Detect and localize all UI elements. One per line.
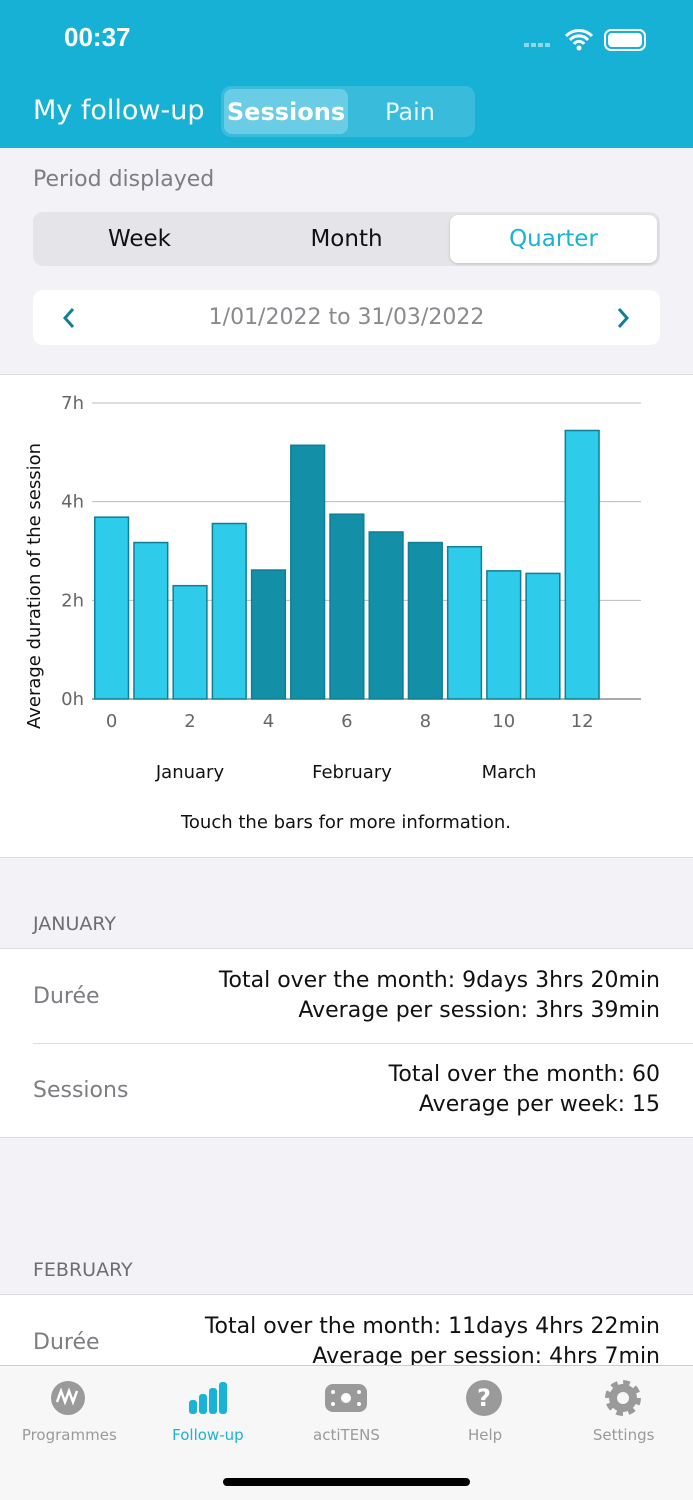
row-label: Sessions xyxy=(33,1077,129,1103)
tab-icon: ? xyxy=(466,1380,503,1416)
prev-arrow[interactable] xyxy=(59,306,79,330)
bar[interactable] xyxy=(133,541,169,700)
status-icons xyxy=(524,29,646,51)
spacer xyxy=(0,1138,693,1204)
tab-label: Settings xyxy=(592,1426,655,1444)
tab-bar: Programmes Follow-up actiTENS? Help Settings xyxy=(0,1365,693,1500)
tab-icon xyxy=(188,1382,227,1414)
period-label: Period displayed xyxy=(33,167,215,192)
y-tick-label: 2h xyxy=(61,590,84,611)
tab-item[interactable]: ? Help xyxy=(416,1366,555,1500)
y-tick-label: 0h xyxy=(61,689,84,710)
tab-item[interactable]: Settings xyxy=(554,1366,693,1500)
next-arrow[interactable] xyxy=(613,306,633,330)
bar[interactable] xyxy=(525,572,561,700)
section-rows: Durée Total over the month: 9days 3hrs 20… xyxy=(0,948,693,1138)
tab[interactable]: Sessions xyxy=(224,89,348,134)
tab-item[interactable]: Programmes xyxy=(0,1366,139,1500)
tab-label: actiTENS xyxy=(313,1426,380,1444)
row-value: Average per session: 4hrs 7min xyxy=(312,1344,660,1365)
bar[interactable] xyxy=(564,429,600,700)
bar[interactable] xyxy=(93,516,130,700)
x-tick-label: 4 xyxy=(263,711,274,732)
tab-icon xyxy=(325,1384,368,1412)
row-values: Total over the month: 9days 3hrs 20min Av… xyxy=(219,966,660,1026)
tab-item[interactable]: actiTENS xyxy=(277,1366,416,1500)
row-value: Total over the month: 11days 4hrs 22min xyxy=(204,1314,660,1339)
date-range: 1/01/2022 to 31/03/2022 xyxy=(33,290,660,345)
range-text: 1/01/2022 to 31/03/2022 xyxy=(208,305,485,330)
home-indicator xyxy=(223,1478,470,1486)
x-tick-label: 12 xyxy=(571,711,594,732)
y-tick-label: 7h xyxy=(61,393,84,414)
header xyxy=(0,0,693,148)
x-tick-label: 6 xyxy=(341,711,352,732)
section-rows: Durée Total over the month: 11days 4hrs 2… xyxy=(0,1294,693,1365)
tab[interactable]: Pain xyxy=(385,97,435,126)
section-header: FEBRUARY xyxy=(33,1259,133,1281)
month-label: March xyxy=(482,762,537,783)
period-option[interactable]: Month xyxy=(310,226,383,252)
status-time: 00:37 xyxy=(64,22,131,52)
svg-text:?: ? xyxy=(477,1384,491,1412)
bar[interactable] xyxy=(486,570,522,700)
y-tick-label: 4h xyxy=(61,492,84,513)
row-label: Durée xyxy=(33,1329,100,1355)
x-tick-label: 2 xyxy=(184,711,195,732)
bar[interactable] xyxy=(329,513,365,700)
tab-label: Programmes xyxy=(21,1426,117,1444)
row-value: Total over the month: 9days 3hrs 20min xyxy=(218,968,660,993)
bar[interactable] xyxy=(290,444,326,700)
tab-label: Follow-up xyxy=(172,1426,244,1444)
row-value: Total over the month: 60 xyxy=(388,1062,660,1087)
summary-row: Sessions Total over the month: 60 Average … xyxy=(0,1043,693,1137)
month-label: February xyxy=(312,762,392,783)
bar[interactable] xyxy=(250,569,287,700)
x-tick-label: 10 xyxy=(492,711,515,732)
x-tick-label: 0 xyxy=(106,711,117,732)
summary-row: Durée Total over the month: 9days 3hrs 20… xyxy=(0,949,693,1043)
bar[interactable] xyxy=(172,584,208,700)
page-title: My follow-up xyxy=(33,95,205,126)
row-value: Average per session: 3hrs 39min xyxy=(298,998,660,1023)
bar[interactable] xyxy=(446,546,483,700)
y-axis-label: Average duration of the session xyxy=(24,443,45,729)
summary-list: JANUARY Durée Total over the month: 9days … xyxy=(0,858,693,1365)
chart-card: 0h 2h 4h 7h 0 2 4 6 8 10 12 Average duration of the… xyxy=(0,374,693,858)
chart: 0h 2h 4h 7h 0 2 4 6 8 10 12 Average duration of the… xyxy=(24,393,641,833)
bar[interactable] xyxy=(211,522,247,700)
bar[interactable] xyxy=(407,541,443,700)
tab-icon xyxy=(51,1381,86,1415)
tab-item[interactable]: Follow-up xyxy=(139,1366,278,1500)
period-selector: Week Month Quarter xyxy=(33,212,660,266)
row-label: Durée xyxy=(33,983,100,1009)
row-value: Average per week: 15 xyxy=(418,1092,660,1117)
section-header: JANUARY xyxy=(33,913,116,935)
period-option[interactable]: Week xyxy=(107,226,171,252)
bar[interactable] xyxy=(368,531,404,700)
tab-switch: Sessions Pain xyxy=(221,86,475,137)
x-tick-label: 8 xyxy=(420,711,431,732)
period-option[interactable]: Quarter xyxy=(450,215,657,263)
month-label: January xyxy=(155,762,225,783)
tab-label: Help xyxy=(467,1426,503,1444)
tab-icon xyxy=(604,1380,641,1416)
row-values: Total over the month: 60 Average per week… xyxy=(389,1060,660,1120)
summary-row: Durée Total over the month: 11days 4hrs 2… xyxy=(0,1295,693,1365)
chart-note: Touch the bars for more information. xyxy=(180,812,511,833)
row-values: Total over the month: 11days 4hrs 22min A… xyxy=(205,1312,660,1365)
